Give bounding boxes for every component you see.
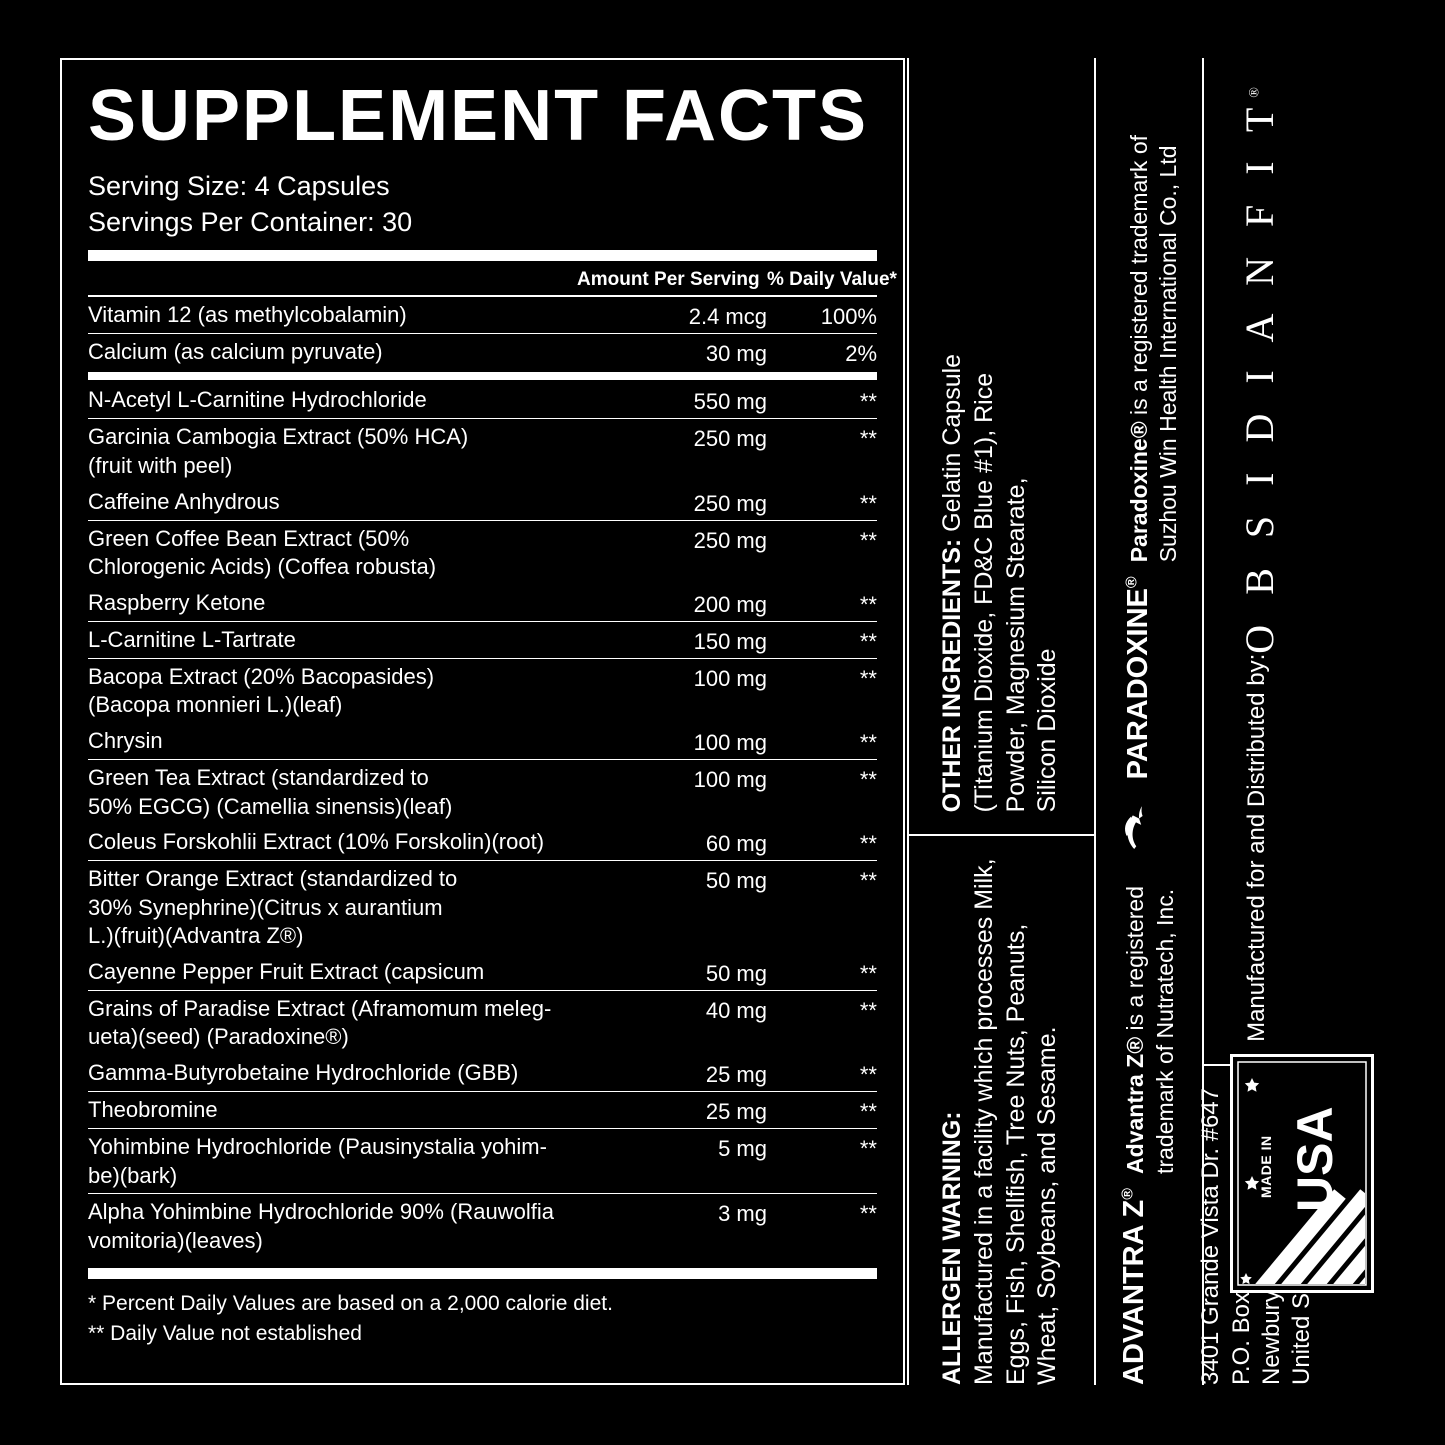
svg-text:MADE IN: MADE IN: [1258, 1135, 1274, 1198]
svg-text:USA: USA: [1287, 1106, 1343, 1212]
